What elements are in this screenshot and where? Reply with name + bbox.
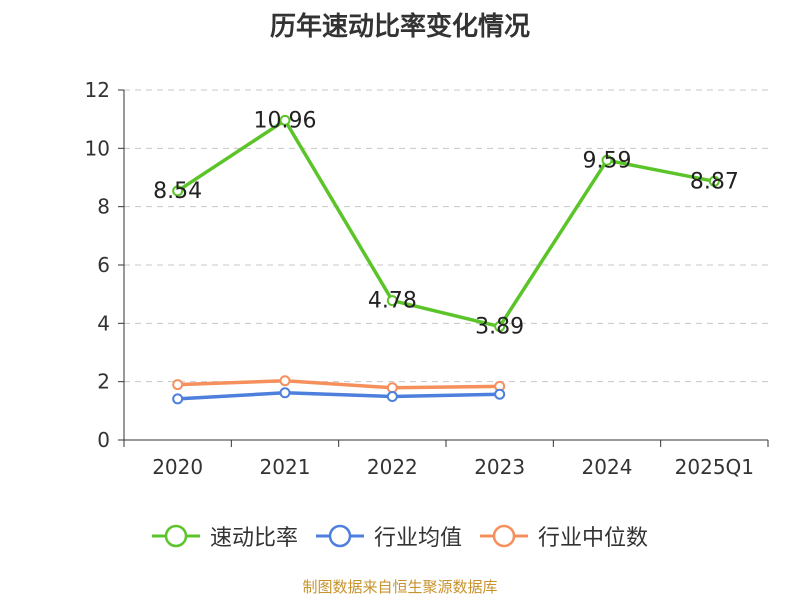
- data-label: 3.89: [475, 315, 524, 340]
- y-tick-label: 6: [97, 253, 110, 277]
- legend-label: 速动比率: [209, 526, 298, 551]
- legend-label: 行业均值: [373, 526, 462, 551]
- legend-item[interactable]: 速动比率: [151, 520, 298, 552]
- data-point: [279, 375, 291, 387]
- data-point: [601, 154, 613, 166]
- data-label: 10.96: [254, 108, 317, 133]
- y-tick-label: 8: [97, 195, 110, 219]
- y-tick-label: 4: [97, 311, 110, 335]
- data-point: [386, 382, 398, 394]
- chart-legend: 速动比率 行业均值 行业中位数: [0, 520, 800, 552]
- data-source-note: 制图数据来自恒生聚源数据库: [302, 578, 498, 596]
- legend-item[interactable]: 行业中位数: [480, 520, 648, 552]
- x-tick-label: 2021: [260, 455, 311, 479]
- data-point: [494, 321, 506, 333]
- x-tick-label: 2023: [474, 455, 525, 479]
- y-tick-label: 10: [85, 136, 110, 160]
- x-tick-label: 2022: [367, 455, 418, 479]
- data-point: [386, 391, 398, 403]
- legend-label: 行业中位数: [538, 526, 649, 551]
- data-point: [172, 185, 184, 197]
- x-tick-label: 2020: [152, 455, 203, 479]
- data-point: [172, 379, 184, 391]
- data-label: 9.59: [583, 148, 632, 173]
- data-point: [279, 387, 291, 399]
- x-tick-label: 2025Q1: [675, 455, 754, 479]
- data-point: [172, 393, 184, 405]
- line-chart: 0 2 4 6 8 10 12 2020 2021 2022 2023 2024 2025Q1 8.54 1…: [85, 78, 769, 479]
- legend-marker-icon: [480, 524, 528, 548]
- chart-title: 历年速动比率变化情况: [269, 12, 530, 42]
- x-tick-label: 2024: [582, 455, 633, 479]
- legend-item[interactable]: 行业均值: [315, 520, 462, 552]
- legend-marker-icon: [315, 524, 364, 548]
- data-label: 4.78: [368, 289, 417, 314]
- data-label: 8.54: [153, 179, 202, 204]
- y-tick-label: 12: [85, 78, 110, 102]
- y-tick-label: 2: [97, 370, 110, 394]
- data-label: 8.87: [690, 169, 739, 194]
- series-line-0: [176, 118, 715, 329]
- data-point: [494, 388, 506, 400]
- data-point: [708, 175, 720, 187]
- y-tick-label: 0: [97, 428, 110, 452]
- series-line-1: [177, 391, 500, 401]
- data-point: [386, 295, 398, 307]
- series-line-2: [177, 379, 500, 390]
- data-point: [279, 114, 291, 126]
- legend-marker-icon: [151, 524, 200, 548]
